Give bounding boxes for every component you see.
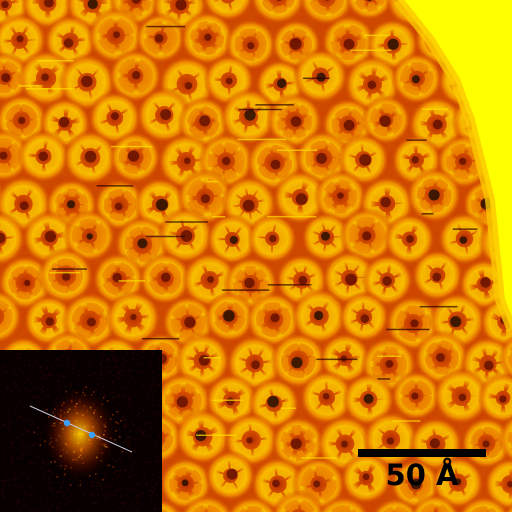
fft-inset	[0, 350, 162, 512]
fft-marker-right	[89, 432, 95, 438]
fft-marker-left	[64, 420, 70, 426]
scale-bar-label: 50 Å	[358, 457, 486, 493]
scale-bar	[358, 449, 486, 457]
